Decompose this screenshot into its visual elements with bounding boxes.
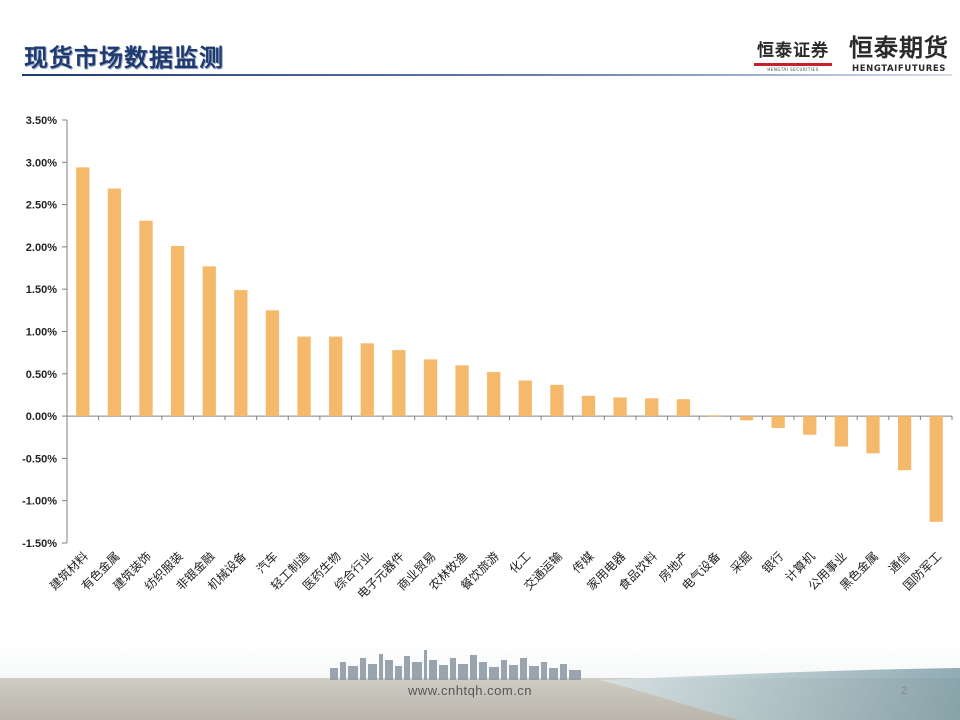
y-tick-label: 3.50% <box>26 115 57 127</box>
bar <box>234 290 248 417</box>
bars <box>76 167 943 522</box>
y-tick-label: 1.00% <box>26 327 57 339</box>
securities-logo-bar <box>754 63 832 66</box>
y-tick-label: 2.00% <box>26 242 57 254</box>
bar <box>455 365 469 417</box>
x-axis <box>66 415 953 421</box>
bar <box>897 416 912 471</box>
bar <box>265 310 280 417</box>
x-tick-label: 化工 <box>507 549 534 576</box>
bar <box>834 416 849 447</box>
bar <box>487 372 501 417</box>
title-divider <box>22 74 952 76</box>
y-tick-label: 0.00% <box>26 411 57 423</box>
x-tick-label: 通信 <box>886 549 913 576</box>
bar <box>676 399 690 417</box>
bar <box>771 416 785 428</box>
bar <box>392 350 406 417</box>
bar <box>929 416 943 522</box>
y-tick-label: 1.50% <box>26 284 57 296</box>
x-tick-label: 汽车 <box>253 549 281 577</box>
futures-logo-text: 恒泰期货 <box>849 34 949 62</box>
securities-logo-text: 恒泰证券 <box>757 41 829 61</box>
bar <box>107 188 122 417</box>
x-tick-label: 银行 <box>759 549 786 576</box>
footer-city-skyline-image <box>0 640 960 720</box>
bar <box>170 246 185 417</box>
y-tick-label: -1.50% <box>22 538 57 550</box>
bar <box>739 416 754 421</box>
x-tick-label: 采掘 <box>727 549 755 577</box>
bar <box>613 397 627 417</box>
hengtai-futures-logo: 恒泰期货 HENGTAIFUTURES <box>842 28 956 74</box>
bar <box>329 336 343 417</box>
bar <box>202 266 216 417</box>
bar <box>76 167 90 417</box>
page-number: 2 <box>900 685 908 697</box>
page-title: 现货市场数据监测 <box>24 44 224 72</box>
bar <box>139 220 153 417</box>
futures-logo-en: HENGTAIFUTURES <box>851 64 947 74</box>
bar <box>518 380 532 417</box>
bar <box>360 343 374 417</box>
bar <box>803 416 817 435</box>
industry-change-bar-chart: -1.50% -1.00% -0.50% 0.00% 0.50% 1.00% 1.50% 2.… <box>22 115 953 602</box>
y-tick-label: 0.50% <box>26 369 57 381</box>
bar <box>581 395 596 417</box>
y-tick-label: -0.50% <box>22 453 57 465</box>
bar <box>297 336 311 417</box>
securities-logo-en: HENGTAI SECURITIES <box>767 67 819 72</box>
y-tick-label: -1.00% <box>22 496 57 508</box>
bar <box>866 416 880 454</box>
bar <box>645 398 659 417</box>
bar <box>550 384 564 417</box>
footer-website-url[interactable]: www.cnhtqh.com.cn <box>407 683 533 698</box>
y-axis: -1.50% -1.00% -0.50% 0.00% 0.50% 1.00% 1.50% 2.… <box>22 115 68 550</box>
bar <box>708 415 722 417</box>
y-tick-label: 3.00% <box>26 157 57 169</box>
x-tick-label: 传媒 <box>569 549 597 577</box>
hengtai-securities-logo: 恒泰证券 HENGTAI SECURITIES <box>750 36 836 72</box>
y-tick-label: 2.50% <box>26 200 57 212</box>
bar <box>423 359 438 417</box>
